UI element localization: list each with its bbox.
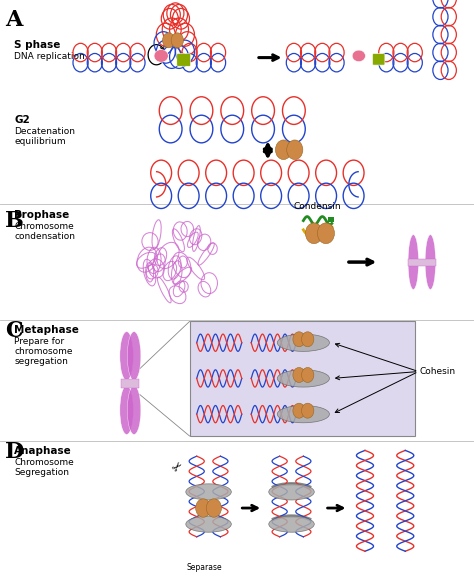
Text: Prepare for: Prepare for	[14, 337, 64, 346]
Text: G2: G2	[14, 115, 30, 125]
Circle shape	[206, 499, 221, 517]
Circle shape	[305, 223, 322, 244]
Ellipse shape	[277, 370, 329, 387]
Ellipse shape	[127, 332, 141, 380]
Bar	[408, 259, 436, 266]
Bar	[328, 217, 334, 222]
Text: Decatenation: Decatenation	[14, 127, 75, 136]
Text: Anaphase: Anaphase	[14, 446, 72, 456]
Circle shape	[301, 367, 314, 382]
Text: Chromosome: Chromosome	[14, 458, 74, 467]
Text: chromosome: chromosome	[14, 347, 73, 356]
Ellipse shape	[127, 386, 141, 434]
Text: A: A	[5, 9, 22, 31]
Ellipse shape	[269, 516, 314, 532]
Circle shape	[318, 223, 335, 244]
Text: Chromosome: Chromosome	[14, 222, 74, 231]
Bar	[190, 321, 415, 436]
Circle shape	[287, 140, 303, 160]
Text: Prophase: Prophase	[14, 210, 70, 220]
Text: C: C	[5, 320, 22, 342]
Text: segregation: segregation	[14, 357, 68, 366]
Circle shape	[293, 332, 305, 347]
Ellipse shape	[186, 516, 231, 532]
Circle shape	[163, 33, 175, 48]
Circle shape	[301, 332, 314, 347]
Text: Condensin: Condensin	[294, 202, 341, 211]
Bar	[121, 378, 139, 388]
Ellipse shape	[425, 235, 436, 289]
FancyBboxPatch shape	[373, 54, 385, 65]
Ellipse shape	[277, 334, 329, 351]
Text: DNA replication: DNA replication	[14, 52, 85, 61]
Text: Segregation: Segregation	[14, 468, 69, 477]
Ellipse shape	[277, 406, 329, 423]
Text: B: B	[5, 210, 24, 232]
Ellipse shape	[186, 484, 231, 500]
Ellipse shape	[352, 50, 365, 62]
Circle shape	[275, 140, 292, 160]
Text: D: D	[5, 441, 24, 463]
Circle shape	[293, 367, 305, 382]
Text: Metaphase: Metaphase	[14, 325, 79, 335]
FancyBboxPatch shape	[177, 54, 191, 66]
Circle shape	[293, 403, 305, 418]
Ellipse shape	[154, 50, 168, 62]
Ellipse shape	[408, 235, 419, 289]
Ellipse shape	[120, 386, 134, 434]
Circle shape	[301, 403, 314, 418]
Circle shape	[196, 499, 211, 517]
Text: condensation: condensation	[14, 232, 75, 241]
Circle shape	[171, 33, 183, 48]
Ellipse shape	[269, 484, 314, 500]
Text: ✂: ✂	[169, 460, 186, 476]
Ellipse shape	[120, 332, 134, 380]
Text: Cohesin: Cohesin	[419, 367, 456, 376]
Text: equilibrium: equilibrium	[14, 137, 66, 146]
Text: Separase: Separase	[186, 563, 222, 572]
Text: S phase: S phase	[14, 40, 61, 50]
